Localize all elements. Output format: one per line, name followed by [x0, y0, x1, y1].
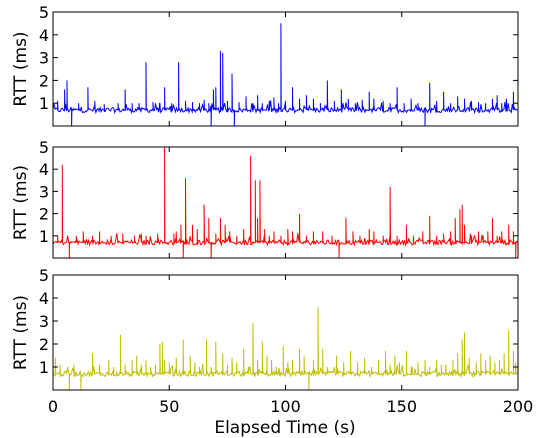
series-line — [53, 23, 518, 126]
y-tick-label: 1 — [39, 358, 49, 377]
x-tick-label: 50 — [159, 397, 179, 416]
x-tick-label: 150 — [386, 397, 417, 416]
series-line — [53, 147, 518, 258]
y-tick-label: 3 — [39, 49, 49, 68]
x-axis-label: Elapsed Time (s) — [214, 418, 355, 438]
y-tick-label: 3 — [39, 312, 49, 331]
y-tick-label: 5 — [39, 266, 49, 285]
y-tick-label: 4 — [39, 289, 49, 308]
x-tick-label: 0 — [48, 397, 58, 416]
x-tick-label: 100 — [270, 397, 301, 416]
y-tick-label: 3 — [39, 182, 49, 201]
y-axis-label: RTT (ms) — [11, 165, 31, 240]
y-tick-label: 2 — [39, 335, 49, 354]
y-tick-label: 4 — [39, 26, 49, 45]
panel-top: 1 2 3 4 5 RTT (ms) — [11, 3, 519, 127]
y-tick-label: 1 — [39, 227, 49, 246]
y-axis-label: RTT (ms) — [11, 295, 31, 370]
y-tick-label: 4 — [39, 160, 49, 179]
panel-middle: 1 2 3 4 5 RTT (ms) — [11, 138, 519, 259]
y-tick-label: 5 — [39, 3, 49, 22]
y-tick-label: 2 — [39, 71, 49, 90]
y-tick-label: 5 — [39, 138, 49, 157]
y-tick-label: 2 — [39, 205, 49, 224]
series-line — [53, 307, 518, 390]
x-tick-label: 200 — [503, 397, 534, 416]
y-tick-label: 1 — [39, 94, 49, 113]
y-axis-label: RTT (ms) — [11, 31, 31, 106]
